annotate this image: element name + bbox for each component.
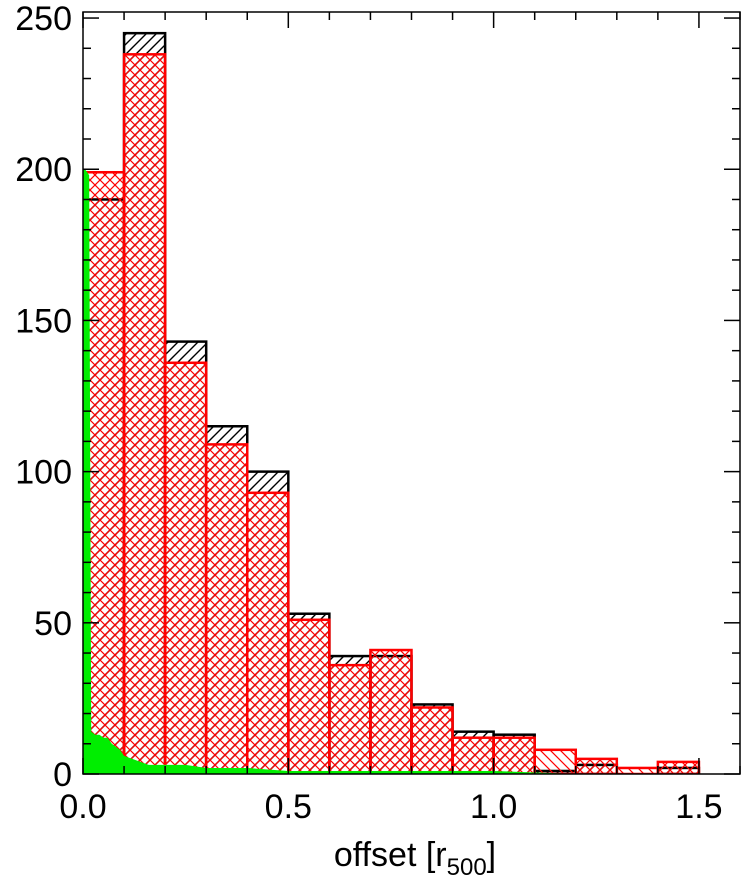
red-hist-bar — [492, 736, 536, 774]
y-tick-label: 100 — [15, 454, 72, 492]
plot-area — [83, 31, 740, 774]
y-tick-label: 150 — [15, 302, 72, 340]
red-hist-bar — [574, 757, 619, 774]
red-hist-bar — [328, 663, 372, 774]
y-tick-label: 200 — [15, 151, 72, 189]
red-hist-bar — [287, 618, 331, 774]
red-hist-bar — [369, 648, 413, 774]
x-tick-label: 0.0 — [59, 788, 106, 826]
y-tick-label: 0 — [53, 756, 72, 794]
x-axis-title-main: offset [r — [334, 836, 447, 874]
x-axis-title-subscript: 500 — [447, 854, 487, 881]
axis-ticks: 0.0 0.5 1.0 1.5 0 50 100 150 200 250 — [15, 0, 741, 826]
x-tick-label: 1.0 — [470, 788, 517, 826]
x-tick-label: 0.5 — [265, 788, 312, 826]
red-hist-bar — [451, 736, 495, 774]
y-tick-label: 250 — [15, 0, 72, 38]
red-hist-bar — [410, 706, 454, 774]
red-hist-bar — [246, 491, 290, 774]
x-axis-title-end: ] — [487, 836, 496, 874]
red-hist-bar — [533, 748, 577, 774]
red-hist-bar — [656, 760, 701, 774]
red-hist-bar — [122, 53, 167, 774]
red-hist-bar — [163, 361, 208, 774]
x-axis-title: offset [r500] — [334, 836, 496, 881]
red-hist-bar — [204, 443, 249, 774]
red-hist-bar — [615, 766, 660, 774]
y-tick-label: 50 — [34, 605, 72, 643]
x-tick-label: 1.5 — [675, 788, 722, 826]
